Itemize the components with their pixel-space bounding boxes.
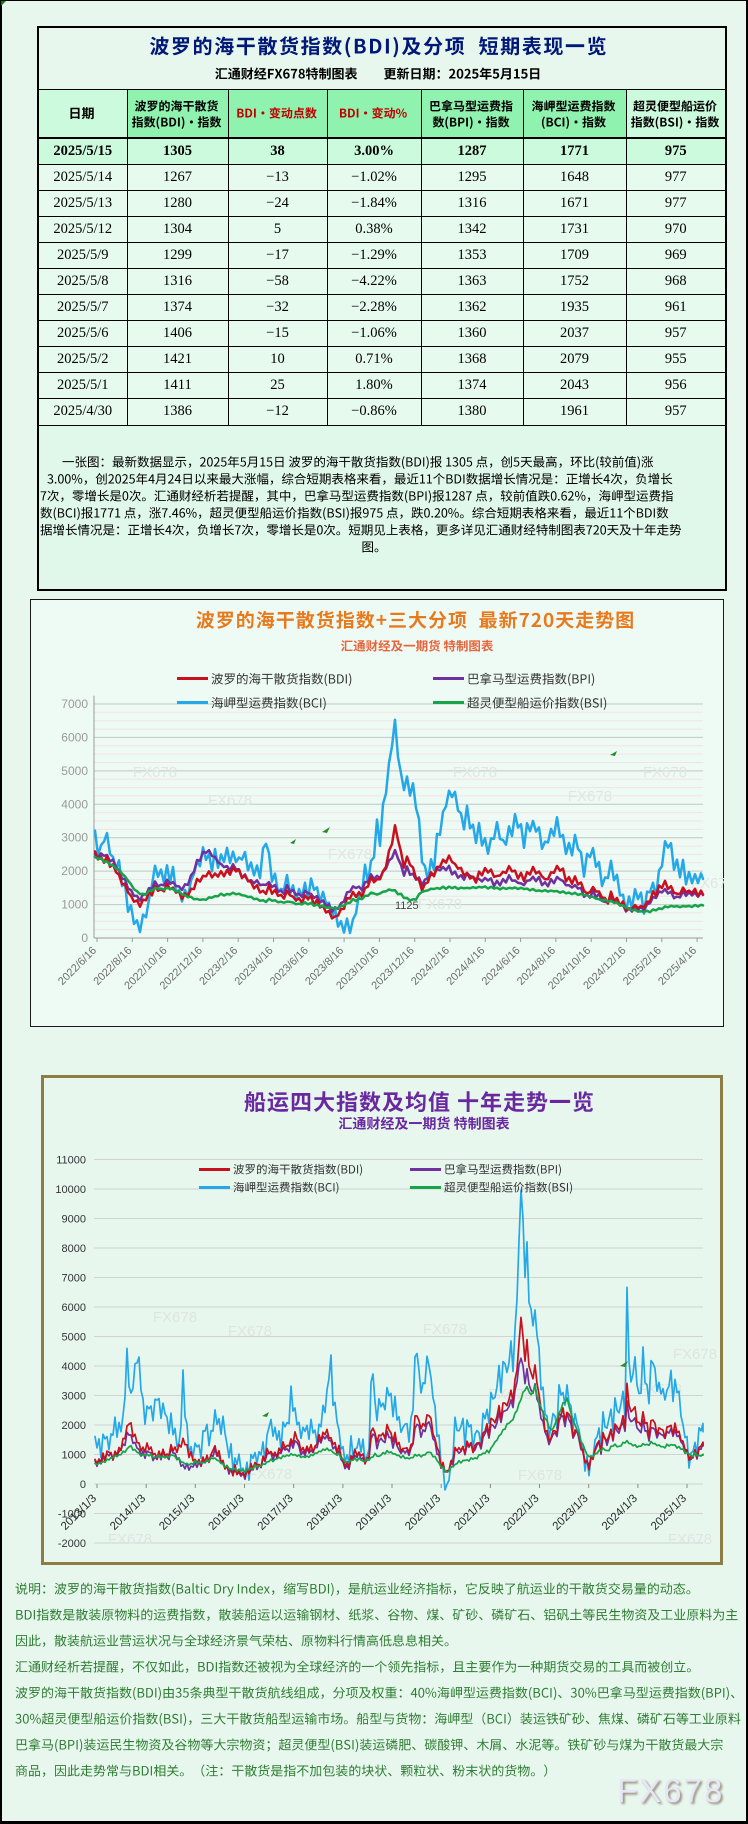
svg-text:7000: 7000 (62, 1273, 86, 1285)
svg-text:2023/1/3: 2023/1/3 (551, 1493, 591, 1533)
svg-text:FX678: FX678 (208, 792, 252, 809)
svg-text:0: 0 (81, 931, 88, 945)
svg-text:FX678: FX678 (423, 1321, 467, 1338)
svg-text:2017/1/3: 2017/1/3 (256, 1493, 296, 1533)
svg-text:2014/1/3: 2014/1/3 (108, 1493, 148, 1533)
svg-text:4000: 4000 (61, 797, 88, 811)
svg-text:1125: 1125 (395, 900, 419, 912)
svg-text:FX678: FX678 (133, 764, 177, 781)
svg-text:2000: 2000 (62, 1420, 86, 1432)
svg-text:FX678: FX678 (453, 764, 497, 781)
svg-text:11000: 11000 (56, 1155, 86, 1167)
svg-text:FX678: FX678 (108, 1531, 152, 1548)
svg-text:2020/1/3: 2020/1/3 (403, 1493, 443, 1533)
svg-text:6000: 6000 (61, 730, 88, 744)
svg-text:0: 0 (80, 1479, 86, 1491)
svg-text:-2000: -2000 (58, 1538, 86, 1550)
svg-text:FX678: FX678 (518, 1467, 562, 1484)
svg-text:5000: 5000 (61, 764, 88, 778)
svg-text:2000: 2000 (61, 864, 88, 878)
svg-text:6000: 6000 (62, 1302, 86, 1314)
svg-text:FX678: FX678 (328, 846, 372, 863)
svg-text:7000: 7000 (61, 697, 88, 711)
svg-text:10000: 10000 (55, 1184, 86, 1196)
svg-text:FX678: FX678 (568, 788, 612, 805)
svg-text:FX678: FX678 (643, 764, 687, 781)
svg-text:1000: 1000 (62, 1450, 86, 1462)
svg-text:9000: 9000 (62, 1214, 86, 1226)
svg-text:2016/1/3: 2016/1/3 (206, 1493, 246, 1533)
svg-text:FX678: FX678 (418, 896, 462, 913)
svg-text:FX678: FX678 (673, 1346, 717, 1363)
svg-text:2018/1/3: 2018/1/3 (305, 1493, 345, 1533)
svg-text:3000: 3000 (62, 1391, 86, 1403)
svg-text:FX678: FX678 (668, 1531, 712, 1548)
svg-text:4000: 4000 (62, 1361, 86, 1373)
svg-text:FX678: FX678 (153, 1309, 197, 1326)
svg-text:2022/1/3: 2022/1/3 (501, 1493, 541, 1533)
svg-text:3000: 3000 (61, 831, 88, 845)
svg-text:2025/4/16: 2025/4/16 (656, 945, 699, 988)
svg-text:FX678: FX678 (228, 1323, 272, 1340)
svg-text:2025/1/3: 2025/1/3 (649, 1493, 689, 1533)
svg-text:-1000: -1000 (58, 1509, 86, 1521)
svg-text:2015/1/3: 2015/1/3 (157, 1493, 197, 1533)
svg-text:1000: 1000 (61, 898, 88, 912)
svg-text:FX678: FX678 (248, 1466, 292, 1483)
svg-text:2024/1/3: 2024/1/3 (600, 1493, 640, 1533)
svg-text:8000: 8000 (62, 1243, 86, 1255)
svg-text:5000: 5000 (62, 1332, 86, 1344)
svg-text:2019/1/3: 2019/1/3 (354, 1493, 394, 1533)
svg-text:2021/1/3: 2021/1/3 (452, 1493, 492, 1533)
